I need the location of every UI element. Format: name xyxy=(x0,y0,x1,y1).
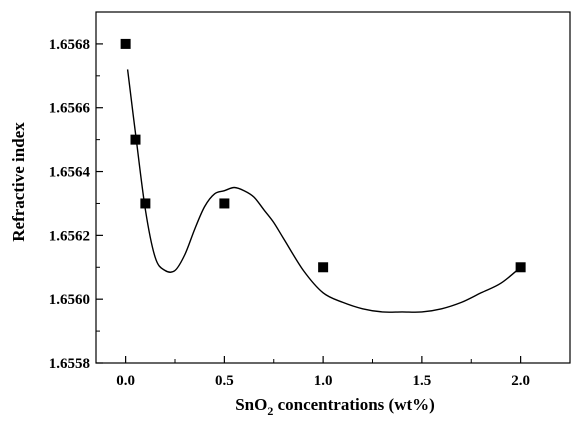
x-axis: 0.0 0.5 1.0 1.5 2.0 xyxy=(116,356,530,389)
y-axis-title: Refractive index xyxy=(9,122,28,242)
fit-curve-line xyxy=(126,69,522,313)
x-tick-label: 0.0 xyxy=(116,373,135,389)
data-point-marker xyxy=(219,198,230,209)
y-tick-label: 1.6560 xyxy=(49,292,90,308)
x-axis-title-rest: concentrations (wt%) xyxy=(273,395,434,414)
x-axis-title-main: SnO xyxy=(235,395,267,414)
data-point-marker xyxy=(318,262,329,273)
x-tick-label: 1.5 xyxy=(413,373,432,389)
y-tick-label: 1.6568 xyxy=(49,37,90,53)
data-point-marker xyxy=(515,262,526,273)
y-tick-label: 1.6566 xyxy=(49,101,91,117)
y-tick-label: 1.6558 xyxy=(49,356,90,372)
y-tick-label: 1.6564 xyxy=(49,165,91,181)
data-markers-layer xyxy=(120,38,526,273)
x-axis-title: SnO2 concentrations (wt%) xyxy=(235,395,435,418)
y-axis: 1.6558 1.6560 1.6562 1.6564 1.6566 1.6568 xyxy=(49,37,103,372)
x-axis-title-subscript: 2 xyxy=(267,404,273,418)
data-point-marker xyxy=(120,38,131,49)
x-tick-label: 0.5 xyxy=(215,373,234,389)
plot-area xyxy=(95,11,571,364)
y-tick-label: 1.6562 xyxy=(49,228,90,244)
data-point-marker xyxy=(140,198,151,209)
data-point-marker xyxy=(130,134,141,145)
fit-curve-layer xyxy=(126,69,522,313)
plot-frame xyxy=(95,11,571,364)
x-tick-label: 2.0 xyxy=(511,373,530,389)
x-tick-label: 1.0 xyxy=(314,373,333,389)
